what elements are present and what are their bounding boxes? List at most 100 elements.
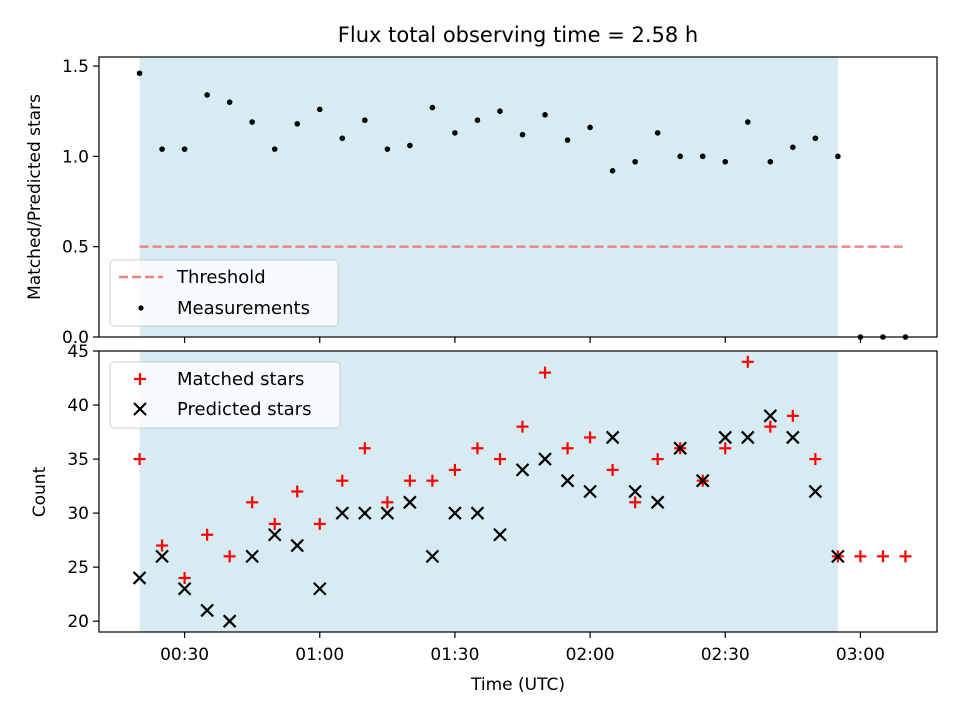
legend-matched-swatch bbox=[134, 373, 146, 385]
predicted-star-stroke bbox=[515, 463, 530, 477]
x-tick-label: 02:30 bbox=[701, 645, 750, 665]
matched-star-point bbox=[471, 442, 484, 455]
measurement-point bbox=[362, 117, 368, 124]
predicted-star-point bbox=[605, 430, 620, 445]
measurement-point bbox=[609, 168, 616, 174]
predicted-star-stroke bbox=[650, 495, 665, 510]
matched-star-point bbox=[133, 453, 146, 466]
measurement-point bbox=[722, 158, 729, 165]
measurement-point bbox=[181, 146, 188, 152]
top-y-tick-label: 0.5 bbox=[62, 238, 89, 258]
top-y-tick-label: 0.0 bbox=[62, 328, 89, 348]
predicted-star-point bbox=[493, 527, 507, 542]
matched-star-point bbox=[516, 420, 529, 433]
legend-measurements-swatch bbox=[138, 305, 144, 311]
matched-star-point bbox=[178, 571, 191, 584]
predicted-star-stroke bbox=[267, 527, 282, 542]
predicted-star-point bbox=[132, 571, 147, 585]
bottom-axes-frame bbox=[98, 350, 938, 633]
predicted-star-point bbox=[358, 506, 372, 520]
predicted-star-point bbox=[515, 463, 530, 477]
matched-star-point bbox=[651, 453, 664, 466]
matched-star-point bbox=[426, 474, 439, 487]
matched-stars-points bbox=[133, 355, 912, 584]
predicted-star-stroke bbox=[448, 506, 462, 520]
matched-star-point bbox=[764, 420, 777, 433]
matched-star-point bbox=[313, 517, 326, 530]
bottom-y-tick-label: 20 bbox=[67, 612, 89, 632]
matched-star-point bbox=[876, 550, 889, 563]
top-x-ticks bbox=[184, 337, 862, 343]
matched-star-point bbox=[268, 517, 281, 530]
matched-star-point bbox=[448, 463, 461, 476]
measurement-point bbox=[677, 153, 683, 160]
predicted-star-stroke bbox=[155, 549, 169, 564]
predicted-star-point bbox=[290, 538, 305, 553]
predicted-star-stroke bbox=[312, 581, 327, 596]
x-axis-label: Time (UTC) bbox=[470, 675, 565, 695]
matched-star-point bbox=[854, 550, 867, 563]
matched-star-point bbox=[246, 496, 259, 509]
matched-star-point bbox=[358, 442, 371, 455]
predicted-star-stroke bbox=[763, 409, 778, 423]
predicted-star-point bbox=[740, 430, 755, 445]
predicted-star-stroke bbox=[831, 549, 845, 564]
measurement-point bbox=[452, 130, 458, 136]
top-y-tick-label: 1.5 bbox=[62, 57, 89, 77]
matched-star-point bbox=[539, 366, 552, 379]
top-axes-frame bbox=[98, 56, 938, 338]
measurement-point bbox=[204, 92, 210, 98]
matched-star-point bbox=[403, 474, 416, 487]
predicted-star-stroke bbox=[583, 484, 597, 499]
measurement-point bbox=[587, 124, 593, 131]
measurement-point bbox=[384, 146, 391, 152]
measurement-point bbox=[159, 146, 165, 152]
predicted-star-stroke bbox=[335, 506, 350, 520]
bottom-y-tick-label: 40 bbox=[67, 396, 89, 416]
bottom-y-tick-label: 25 bbox=[67, 558, 89, 578]
bottom-y-tick-label: 45 bbox=[67, 342, 89, 362]
predicted-star-stroke bbox=[786, 430, 800, 445]
predicted-star-point bbox=[538, 452, 552, 466]
measurement-point bbox=[564, 137, 571, 143]
x-tick-label: 02:00 bbox=[566, 645, 615, 665]
predicted-star-stroke bbox=[222, 614, 237, 628]
legend-matched-label: Matched stars bbox=[177, 369, 304, 390]
predicted-star-stroke bbox=[718, 430, 733, 445]
predicted-star-point bbox=[808, 484, 823, 499]
predicted-star-stroke bbox=[425, 549, 440, 564]
matched-star-point bbox=[606, 463, 619, 476]
matched-star-point bbox=[786, 409, 799, 422]
predicted-star-point bbox=[673, 441, 687, 456]
predicted-star-point bbox=[155, 549, 169, 564]
matched-star-point bbox=[336, 474, 349, 487]
bottom-y-tick-label: 35 bbox=[67, 450, 89, 470]
measurement-point bbox=[654, 130, 661, 136]
predicted-star-point bbox=[245, 549, 259, 564]
predicted-star-stroke bbox=[628, 484, 642, 499]
matched-star-point bbox=[741, 355, 754, 368]
measurement-point bbox=[519, 131, 526, 138]
predicted-star-point bbox=[650, 495, 665, 510]
predicted-star-stroke bbox=[132, 571, 147, 585]
matched-star-point bbox=[291, 485, 304, 498]
predicted-star-stroke bbox=[470, 506, 485, 520]
predicted-star-stroke bbox=[290, 538, 305, 553]
predicted-star-point bbox=[831, 549, 845, 564]
matched-star-point bbox=[493, 453, 506, 466]
predicted-star-point bbox=[312, 581, 327, 596]
predicted-star-point bbox=[560, 473, 575, 488]
matched-star-point bbox=[223, 550, 236, 563]
predicted-star-stroke bbox=[177, 581, 192, 596]
predicted-star-stroke bbox=[403, 495, 417, 510]
predicted-star-stroke bbox=[200, 603, 214, 618]
matched-star-point bbox=[809, 453, 822, 466]
measurement-point bbox=[249, 119, 255, 125]
x-tick-label: 03:00 bbox=[836, 645, 885, 665]
top-panel: 0.0 0.5 1.0 1.5 Matched/Predicted stars Thr… bbox=[25, 56, 938, 348]
matched-star-point bbox=[629, 496, 642, 509]
measurement-point bbox=[136, 70, 143, 77]
top-y-tick-label: 1.0 bbox=[62, 147, 89, 167]
measurement-point bbox=[812, 135, 819, 142]
